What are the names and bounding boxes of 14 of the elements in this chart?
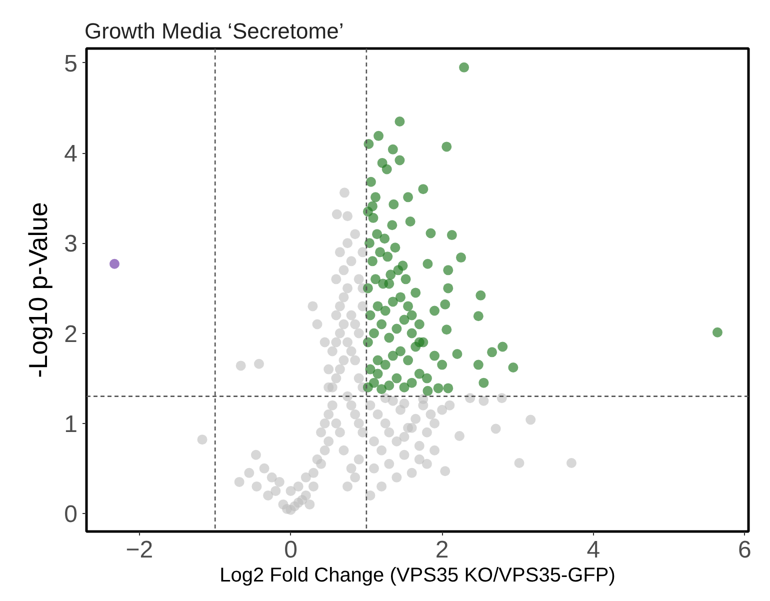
y-tick-label: 3 [64, 230, 78, 258]
x-tick-label: 2 [435, 536, 449, 564]
x-axis-title: Log2 Fold Change (VPS35 KO/VPS35-GFP) [220, 564, 616, 586]
y-tick-label: 5 [64, 50, 78, 78]
y-tick-label: 4 [64, 140, 78, 168]
x-tick-label: −2 [126, 536, 154, 564]
y-tick-label: 1 [64, 410, 78, 438]
x-tick-label: 0 [284, 536, 298, 564]
chart-title: Growth Media ‘Secretome’ [84, 18, 344, 44]
x-tick-label: 6 [738, 536, 752, 564]
y-axis-title: -Log10 p-Value [23, 202, 54, 378]
y-tick-label: 0 [64, 500, 78, 528]
y-tick-label: 2 [64, 320, 78, 348]
x-tick-label: 4 [586, 536, 600, 564]
